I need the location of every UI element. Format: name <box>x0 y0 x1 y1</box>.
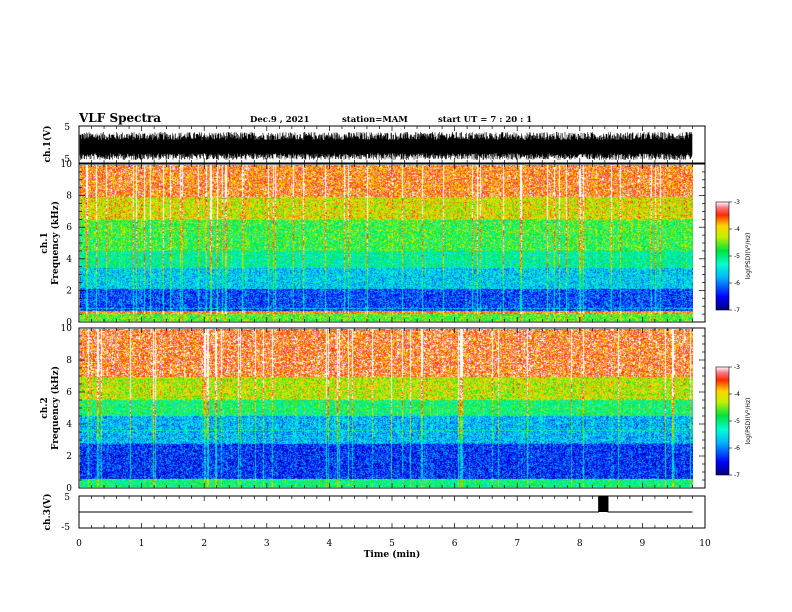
ch1-waveform-panel: 5 -5 ch.1(V) <box>42 123 706 165</box>
frequency-tick-label: 6 <box>66 388 72 398</box>
time-tick-label: 8 <box>577 539 583 549</box>
station-label: station=MAM <box>342 115 408 125</box>
ch1-frequency-ylabel: Frequency (kHz) <box>50 201 61 285</box>
time-tick-label: 6 <box>452 539 458 549</box>
figure-title: VLF Spectra <box>78 111 161 125</box>
colorbar-tick-label: -3 <box>734 364 740 371</box>
ch3-waveform-ticks <box>78 496 706 528</box>
ch1-spectrogram-image <box>80 165 693 321</box>
frequency-tick-label: 2 <box>66 452 72 462</box>
ch2-frequency-ylabel: Frequency (kHz) <box>50 366 61 450</box>
time-tick-label: 4 <box>327 539 333 549</box>
frequency-tick-label: 4 <box>66 420 72 430</box>
ch3-waveform-ylabel: ch.3(V) <box>42 494 53 531</box>
ch3-waveform-panel: 5 -5 ch.3(V) <box>42 493 706 533</box>
time-tick-label: 3 <box>264 539 270 549</box>
ch1-spectrogram-panel: 0 2 4 6 8 10 ch.1 Frequency (kHz) <box>40 160 706 328</box>
ch2-spectrogram-image <box>80 329 693 487</box>
ch2-colorbar-gradient <box>715 366 730 476</box>
colorbar-tick-label: -5 <box>734 253 740 260</box>
ch1-colorbar: -3 -4 -5 -6 -7 log(PSD)(V²/Hz) <box>715 199 752 314</box>
frequency-tick-label: 8 <box>66 192 72 202</box>
ch2-channel-label: ch.2 <box>40 397 50 418</box>
time-axis: 0 1 2 3 4 5 6 7 8 9 10 Time (min) <box>76 539 711 560</box>
colorbar-tick-label: -3 <box>734 199 740 206</box>
frequency-tick-label: 10 <box>61 324 73 334</box>
colorbar-tick-label: -6 <box>734 445 740 452</box>
frequency-tick-label: 6 <box>66 223 72 233</box>
ch1-channel-label: ch.1 <box>40 232 50 253</box>
ch1-ytick-bottom: -5 <box>61 155 70 165</box>
ch1-spectrogram-ticks <box>78 163 706 323</box>
ch2-spectrogram-ytick-labels: 0 2 4 6 8 10 <box>61 324 73 494</box>
colorbar-tick-label: -4 <box>734 391 740 398</box>
colorbar-tick-label: -6 <box>734 280 740 287</box>
frequency-tick-label: 0 <box>66 484 72 494</box>
ch1-ytick-top: 5 <box>64 123 70 133</box>
time-tick-label: 10 <box>699 539 711 549</box>
ch1-waveform-ticks <box>78 126 706 163</box>
time-axis-label: Time (min) <box>364 549 421 560</box>
ch2-spectrogram-panel: 0 2 4 6 8 10 ch.2 Frequency (kHz) <box>40 324 706 494</box>
ch2-colorbar-label: log(PSD)(V²/Hz) <box>745 398 752 445</box>
colorbar-tick-label: -4 <box>734 226 740 233</box>
ch3-pulse-block <box>598 496 608 512</box>
colorbar-tick-label: -5 <box>734 418 740 425</box>
ch1-noise-path <box>79 131 693 160</box>
time-tick-label: 0 <box>76 539 82 549</box>
ch3-ytick-top: 5 <box>64 493 70 503</box>
ch2-colorbar: -3 -4 -5 -6 -7 log(PSD)(V²/Hz) <box>715 364 752 479</box>
ch1-colorbar-label: log(PSD)(V²/Hz) <box>745 233 752 280</box>
frequency-tick-label: 2 <box>66 286 72 296</box>
ch2-colorbar-ticks: -3 -4 -5 -6 -7 <box>729 364 740 479</box>
frequency-tick-label: 10 <box>61 160 73 170</box>
ch2-spectrogram-ticks <box>78 327 706 489</box>
time-axis-tick-labels: 0 1 2 3 4 5 6 7 8 9 10 <box>76 539 711 549</box>
frequency-tick-label: 0 <box>66 318 72 328</box>
ch1-waveform-ylabel: ch.1(V) <box>42 126 53 163</box>
start-time-label: start UT = 7 : 20 : 1 <box>438 115 532 125</box>
time-tick-label: 1 <box>139 539 145 549</box>
time-tick-label: 9 <box>640 539 646 549</box>
ch3-waveform-trace <box>79 495 693 513</box>
time-tick-label: 5 <box>389 539 395 549</box>
frequency-tick-label: 4 <box>66 255 72 265</box>
ch1-colorbar-gradient <box>715 201 730 311</box>
ch3-ytick-bottom: -5 <box>61 523 70 533</box>
colorbar-tick-label: -7 <box>734 307 740 314</box>
frequency-tick-label: 8 <box>66 356 72 366</box>
time-tick-label: 2 <box>201 539 207 549</box>
ch1-spectrogram-ytick-labels: 0 2 4 6 8 10 <box>61 160 73 328</box>
time-tick-label: 7 <box>514 539 520 549</box>
colorbar-tick-label: -7 <box>734 472 740 479</box>
ch1-waveform-trace <box>79 131 693 160</box>
date-label: Dec.9 , 2021 <box>250 115 309 125</box>
ch1-colorbar-ticks: -3 -4 -5 -6 -7 <box>729 199 740 314</box>
